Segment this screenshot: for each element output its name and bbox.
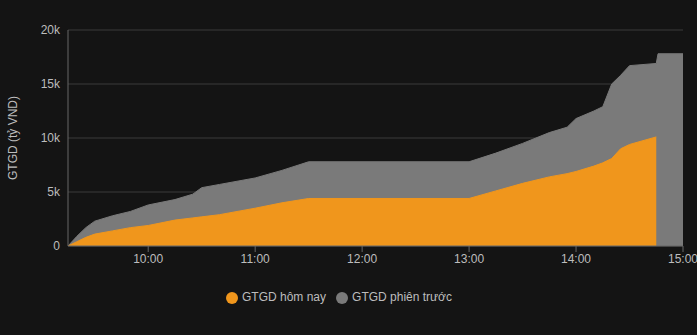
svg-text:20k: 20k xyxy=(41,23,61,37)
svg-text:15:00: 15:00 xyxy=(668,252,689,266)
svg-text:15k: 15k xyxy=(41,77,61,91)
svg-text:GTGD (tỷ VND): GTGD (tỷ VND) xyxy=(8,96,20,180)
html-text:GTGD phiên trước: GTGD phiên trước xyxy=(352,290,452,304)
svg-text:13:00: 13:00 xyxy=(454,252,484,266)
svg-text:10k: 10k xyxy=(41,131,61,145)
svg-text:11:00: 11:00 xyxy=(241,252,270,266)
html-text:GTGD hôm nay: GTGD hôm nay xyxy=(242,290,326,304)
svg-text:10:00: 10:00 xyxy=(133,252,163,266)
svg-text:5k: 5k xyxy=(47,185,61,199)
svg-text:14:00: 14:00 xyxy=(561,252,591,266)
svg-text:12:00: 12:00 xyxy=(347,252,377,266)
svg-text:0: 0 xyxy=(53,239,60,253)
